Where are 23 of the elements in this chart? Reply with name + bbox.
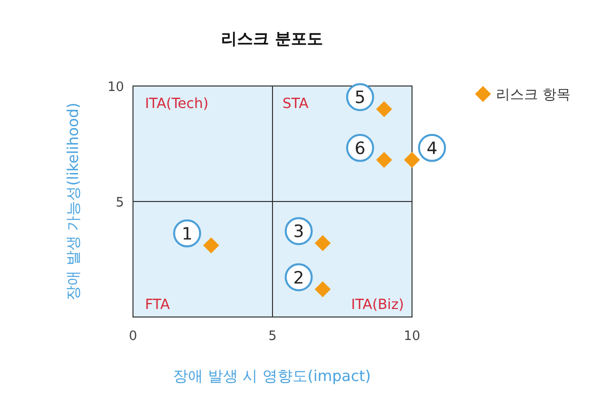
annotation: ITA(Biz) xyxy=(351,297,404,313)
x-tick-label: 10 xyxy=(404,329,420,344)
annotation: STA xyxy=(282,96,309,112)
point xyxy=(203,237,220,254)
annotation: 4 xyxy=(426,138,438,159)
point xyxy=(314,281,331,298)
point xyxy=(376,152,392,168)
annotation: 3 xyxy=(293,222,304,242)
annotation: 6 xyxy=(354,138,366,159)
point xyxy=(404,152,420,168)
annotation: 2 xyxy=(293,268,304,288)
y-axis-title: 장애 발생 가능성(likelihood) xyxy=(64,102,82,300)
annotation: FTA xyxy=(145,297,170,313)
annotation: 1 xyxy=(182,224,193,244)
legend-label: 리스크 항목 xyxy=(496,87,570,103)
point xyxy=(314,235,331,252)
annotation: 5 xyxy=(354,88,366,108)
x-tick-label: 0 xyxy=(128,329,138,344)
x-axis-title: 장애 발생 시 영향도(impact) xyxy=(173,367,371,385)
x-tick-label: 5 xyxy=(268,329,277,344)
annotation: ITA(Tech) xyxy=(145,96,208,112)
chart-title: 리스크 분포도 xyxy=(221,29,323,48)
point xyxy=(376,101,392,118)
